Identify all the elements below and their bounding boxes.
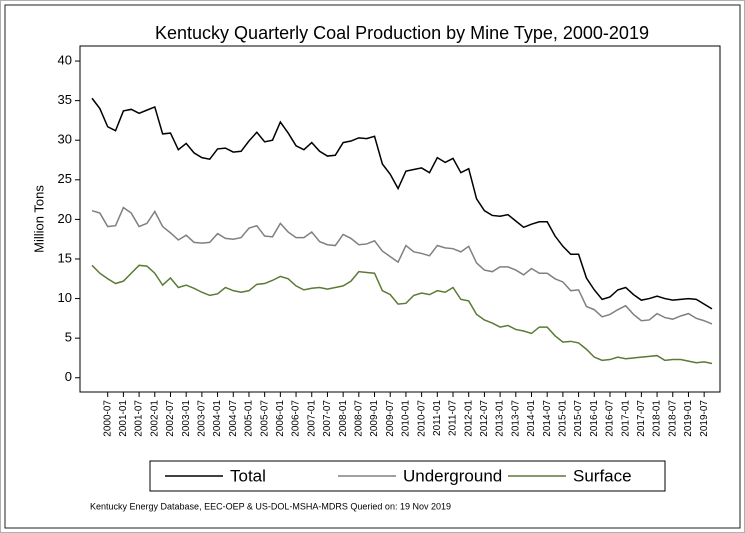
x-tick-label: 2003-01 (181, 400, 192, 437)
y-tick-label: 30 (58, 132, 72, 147)
x-tick-label: 2001-01 (118, 400, 129, 437)
x-tick-label: 2000-07 (102, 400, 113, 437)
inner-frame (4, 4, 741, 529)
series-line (91, 97, 713, 310)
y-tick-label: 5 (65, 330, 72, 345)
x-tick-label: 2002-01 (149, 400, 160, 437)
x-tick-label: 2008-07 (353, 400, 364, 437)
x-tick-label: 2009-01 (369, 400, 380, 437)
x-tick-label: 2012-07 (479, 400, 490, 437)
x-tick-label: 2018-07 (667, 400, 678, 437)
x-tick-label: 2004-01 (212, 400, 223, 437)
x-tick-label: 2011-01 (432, 400, 443, 436)
x-tick-label: 2016-01 (589, 400, 600, 437)
legend-label: Surface (573, 466, 632, 485)
y-tick-label: 40 (58, 52, 72, 67)
x-tick-label: 2001-07 (134, 400, 145, 437)
x-tick-label: 2006-07 (291, 400, 302, 437)
series-line (91, 206, 713, 325)
x-tick-label: 2009-07 (385, 400, 396, 437)
x-tick-label: 2007-07 (322, 400, 333, 437)
x-tick-label: 2017-01 (620, 400, 631, 437)
x-tick-label: 2011-07 (448, 400, 459, 436)
y-axis-label: Million Tons (31, 185, 46, 253)
x-tick-label: 2014-07 (542, 400, 553, 437)
y-tick-label: 10 (58, 290, 72, 305)
x-tick-label: 2010-07 (416, 400, 427, 437)
legend-label: Total (230, 466, 266, 485)
series-line (91, 264, 713, 365)
x-tick-label: 2016-07 (605, 400, 616, 437)
y-tick-label: 35 (58, 92, 72, 107)
y-tick-label: 25 (58, 171, 72, 186)
legend-label: Underground (403, 466, 502, 485)
x-tick-label: 2013-01 (495, 400, 506, 437)
x-tick-label: 2019-01 (683, 400, 694, 437)
x-tick-label: 2006-01 (275, 400, 286, 437)
x-tick-label: 2004-07 (228, 400, 239, 437)
x-tick-label: 2002-07 (165, 400, 176, 437)
x-tick-label: 2005-01 (244, 400, 255, 437)
y-tick-label: 0 (65, 369, 72, 384)
x-tick-label: 2018-01 (652, 400, 663, 437)
x-tick-label: 2003-07 (197, 400, 208, 437)
x-tick-label: 2012-01 (463, 400, 474, 437)
x-tick-label: 2013-07 (510, 400, 521, 437)
source-note: Kentucky Energy Database, EEC-OEP & US-D… (90, 501, 451, 511)
x-tick-label: 2008-01 (338, 400, 349, 437)
x-tick-label: 2014-01 (526, 400, 537, 437)
y-tick-label: 15 (58, 250, 72, 265)
x-tick-label: 2010-01 (401, 400, 412, 437)
x-tick-label: 2015-01 (558, 400, 569, 437)
legend-box (149, 460, 666, 492)
x-tick-label: 2005-07 (259, 400, 270, 437)
y-tick-label: 20 (58, 211, 72, 226)
plot-area (79, 45, 721, 393)
chart-title: Kentucky Quarterly Coal Production by Mi… (155, 23, 649, 43)
x-tick-label: 2015-07 (573, 400, 584, 437)
x-tick-label: 2019-07 (699, 400, 710, 437)
x-tick-label: 2017-07 (636, 400, 647, 437)
x-tick-label: 2007-01 (306, 400, 317, 437)
